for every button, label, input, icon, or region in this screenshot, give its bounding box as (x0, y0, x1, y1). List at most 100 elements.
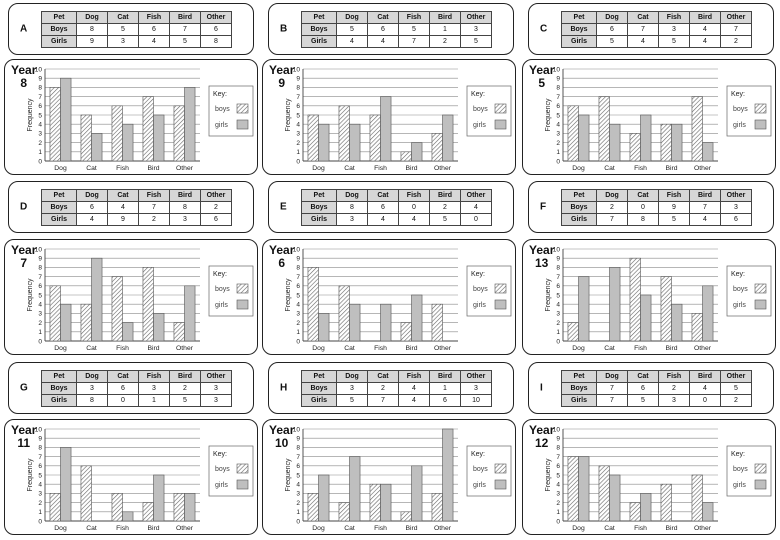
year-number: 5 (538, 76, 546, 90)
chart-box: Year 9 0 1 2 3 4 5 6 7 8 9 10 Frequency Dog Cat Fish Bird… (262, 59, 516, 175)
y-tick-label: 6 (38, 283, 42, 290)
table-row: Girls 9 3 4 5 8 (41, 35, 232, 48)
table-cell: 3 (200, 394, 232, 407)
legend-label-girls: girls (733, 122, 746, 129)
table-cell: 4 (107, 201, 139, 214)
pet-table: Pet Dog Cat Fish Bird Other Boys 6 4 7 8 2 Girls 4 9 2 3… (41, 189, 232, 226)
y-tick-label: 5 (296, 292, 300, 299)
table-cell: 0 (460, 213, 492, 226)
pet-column-header: Dog (76, 370, 108, 383)
x-tick-label: Fish (634, 525, 647, 532)
y-tick-label: 2 (296, 140, 300, 147)
table-row: Boys 6 7 3 4 7 (561, 23, 752, 36)
table-cell: 2 (367, 382, 399, 395)
y-tick-label: 4 (556, 482, 560, 489)
girls-row-label: Girls (41, 213, 77, 226)
bar-chart: 0 1 2 3 4 5 6 7 8 9 10 Frequency Dog Cat Fish Bird Other… (285, 246, 512, 352)
legend-title: Key: (471, 271, 485, 278)
table-cell: 6 (429, 394, 461, 407)
y-tick-label: 0 (38, 518, 42, 525)
x-tick-label: Bird (405, 525, 417, 532)
table-letter: C (540, 23, 548, 35)
table-box-b: B Pet Dog Cat Fish Bird Other Boys 5 6 5 1 3 Girls 4 4 7… (268, 3, 514, 55)
table-cell: 3 (720, 201, 752, 214)
pet-table: Pet Dog Cat Fish Bird Other Boys 8 6 0 2 4 Girls 3 4 4 5… (301, 189, 492, 226)
y-tick-label: 9 (296, 256, 300, 263)
boys-row-label: Boys (41, 382, 77, 395)
y-tick-label: 9 (38, 436, 42, 443)
bar-girls-bird (153, 114, 165, 162)
bar-girls-other (184, 87, 196, 162)
table-row: Pet Dog Cat Fish Bird Other (561, 11, 752, 24)
x-tick-label: Dog (572, 345, 585, 352)
table-row: Boys 8 6 0 2 4 (301, 201, 492, 214)
table-cell: 4 (689, 35, 721, 48)
table-row: Boys 3 6 3 2 3 (41, 382, 232, 395)
y-axis-label: Frequency (27, 278, 34, 312)
y-tick-label: 4 (296, 482, 300, 489)
table-cell: 3 (460, 23, 492, 36)
legend-swatch-boys (236, 103, 249, 114)
bar-boys-cat (598, 96, 610, 162)
y-tick-label: 5 (296, 112, 300, 119)
table-cell: 6 (138, 23, 170, 36)
y-tick-label: 3 (296, 491, 300, 498)
table-cell: 2 (596, 201, 628, 214)
x-tick-label: Bird (405, 345, 417, 352)
y-tick-label: 7 (38, 94, 42, 101)
year-word: Year (529, 423, 555, 437)
bar-boys-dog (567, 322, 579, 342)
y-tick-label: 1 (556, 509, 560, 516)
table-cell: 4 (367, 213, 399, 226)
table-cell: 6 (367, 201, 399, 214)
legend-title: Key: (213, 271, 227, 278)
legend-label-girls: girls (473, 122, 486, 129)
bar-girls-bird (671, 123, 683, 162)
y-tick-label: 0 (556, 518, 560, 525)
bar-boys-fish (369, 114, 381, 162)
boys-row-label: Boys (41, 201, 77, 214)
pet-table: Pet Dog Cat Fish Bird Other Boys 2 0 9 7 3 Girls 7 8 5 4… (561, 189, 752, 226)
y-tick-label: 5 (38, 112, 42, 119)
legend-title: Key: (731, 451, 745, 458)
y-tick-label: 6 (556, 463, 560, 470)
table-cell: 2 (429, 201, 461, 214)
bar-girls-other (442, 114, 454, 162)
bar-boys-other (431, 133, 443, 162)
table-cell: 7 (689, 201, 721, 214)
table-cell: 3 (200, 382, 232, 395)
pet-column-header: Cat (107, 11, 139, 24)
pet-column-header: Other (200, 189, 232, 202)
table-cell: 1 (429, 382, 461, 395)
bar-girls-dog (60, 77, 72, 162)
y-tick-label: 7 (556, 274, 560, 281)
y-tick-label: 3 (296, 131, 300, 138)
y-tick-label: 8 (296, 85, 300, 92)
table-cell: 6 (107, 382, 139, 395)
bar-boys-other (431, 493, 443, 522)
bar-girls-fish (380, 303, 392, 342)
y-tick-label: 6 (296, 283, 300, 290)
table-cell: 7 (138, 201, 170, 214)
table-letter: B (280, 23, 288, 35)
girls-row-label: Girls (561, 35, 597, 48)
pet-column-header: Fish (398, 189, 430, 202)
year-number: 8 (20, 76, 28, 90)
table-cell: 5 (398, 23, 430, 36)
table-cell: 3 (658, 23, 690, 36)
bar-girls-fish (122, 511, 134, 522)
bar-girls-fish (640, 493, 652, 522)
girls-row-label: Girls (301, 394, 337, 407)
y-tick-label: 6 (296, 103, 300, 110)
year-number: 7 (20, 256, 28, 270)
y-tick-label: 5 (38, 472, 42, 479)
bar-boys-cat (338, 105, 350, 162)
y-tick-label: 8 (296, 265, 300, 272)
x-tick-label: Bird (665, 345, 677, 352)
bar-girls-other (702, 142, 714, 162)
y-tick-label: 10 (35, 66, 43, 73)
y-tick-label: 4 (38, 302, 42, 309)
pet-column-header: Cat (627, 189, 659, 202)
y-tick-label: 10 (35, 246, 43, 253)
pet-column-header: Dog (336, 11, 368, 24)
